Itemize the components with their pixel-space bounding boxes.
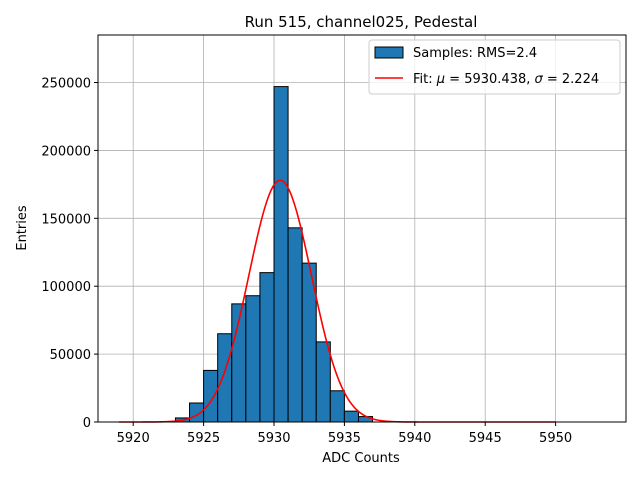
- legend-swatch-samples: [374, 46, 404, 59]
- x-tick-label: 5940: [398, 431, 431, 446]
- legend: Samples: RMS=2.4 Fit: μ = 5930.438, σ = …: [368, 39, 621, 95]
- histogram-bars: [174, 86, 374, 423]
- x-tick-label: 5930: [257, 431, 290, 446]
- x-tick-label: 5950: [539, 431, 572, 446]
- histogram-bar: [343, 410, 359, 423]
- legend-label-samples: Samples: RMS=2.4: [413, 46, 537, 61]
- y-axis-label: Entries: [15, 205, 30, 251]
- y-tick-label: 50000: [50, 348, 91, 363]
- histogram-bar: [287, 227, 303, 423]
- legend-box: [368, 39, 621, 95]
- histogram-bar: [203, 369, 219, 423]
- y-tick-label: 100000: [41, 280, 91, 295]
- y-tick-label: 200000: [41, 144, 91, 159]
- x-axis-label: ADC Counts: [322, 451, 400, 466]
- histogram-bar: [217, 333, 233, 423]
- histogram-bar: [273, 86, 289, 423]
- histogram-bar: [245, 295, 261, 423]
- y-tick-label: 250000: [41, 77, 91, 92]
- x-tick-label: 5925: [187, 431, 220, 446]
- x-tick-label: 5920: [117, 431, 150, 446]
- histogram-bar: [329, 390, 345, 423]
- axis-ticks: 5920 5925 5930 5935 5940 5945 5950 0 50000 100000…: [41, 77, 572, 446]
- histogram-bar: [315, 341, 331, 423]
- x-tick-label: 5935: [328, 431, 361, 446]
- plot-frame: [97, 34, 627, 423]
- legend-label-fit: Fit: μ = 5930.438, σ = 2.224: [413, 72, 599, 87]
- y-tick-label: 0: [83, 416, 91, 431]
- histogram-bar: [259, 272, 275, 423]
- x-tick-label: 5945: [469, 431, 502, 446]
- chart-title: Run 515, channel025, Pedestal: [245, 13, 478, 31]
- y-tick-label: 150000: [41, 212, 91, 227]
